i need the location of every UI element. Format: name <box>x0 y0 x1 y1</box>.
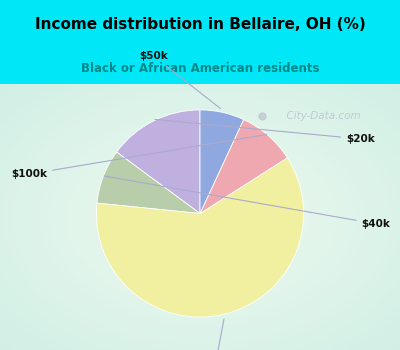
Text: $40k: $40k <box>104 176 390 229</box>
Text: $50k: $50k <box>139 51 220 108</box>
Text: City-Data.com: City-Data.com <box>280 111 360 121</box>
Text: $100k: $100k <box>11 134 267 179</box>
Wedge shape <box>96 158 304 317</box>
Text: $30k: $30k <box>201 319 230 350</box>
Wedge shape <box>200 120 287 214</box>
Text: Black or African American residents: Black or African American residents <box>81 62 319 75</box>
Text: $20k: $20k <box>155 119 375 144</box>
Wedge shape <box>200 110 244 214</box>
Wedge shape <box>97 152 200 214</box>
Wedge shape <box>116 110 200 214</box>
Text: Income distribution in Bellaire, OH (%): Income distribution in Bellaire, OH (%) <box>35 17 365 32</box>
